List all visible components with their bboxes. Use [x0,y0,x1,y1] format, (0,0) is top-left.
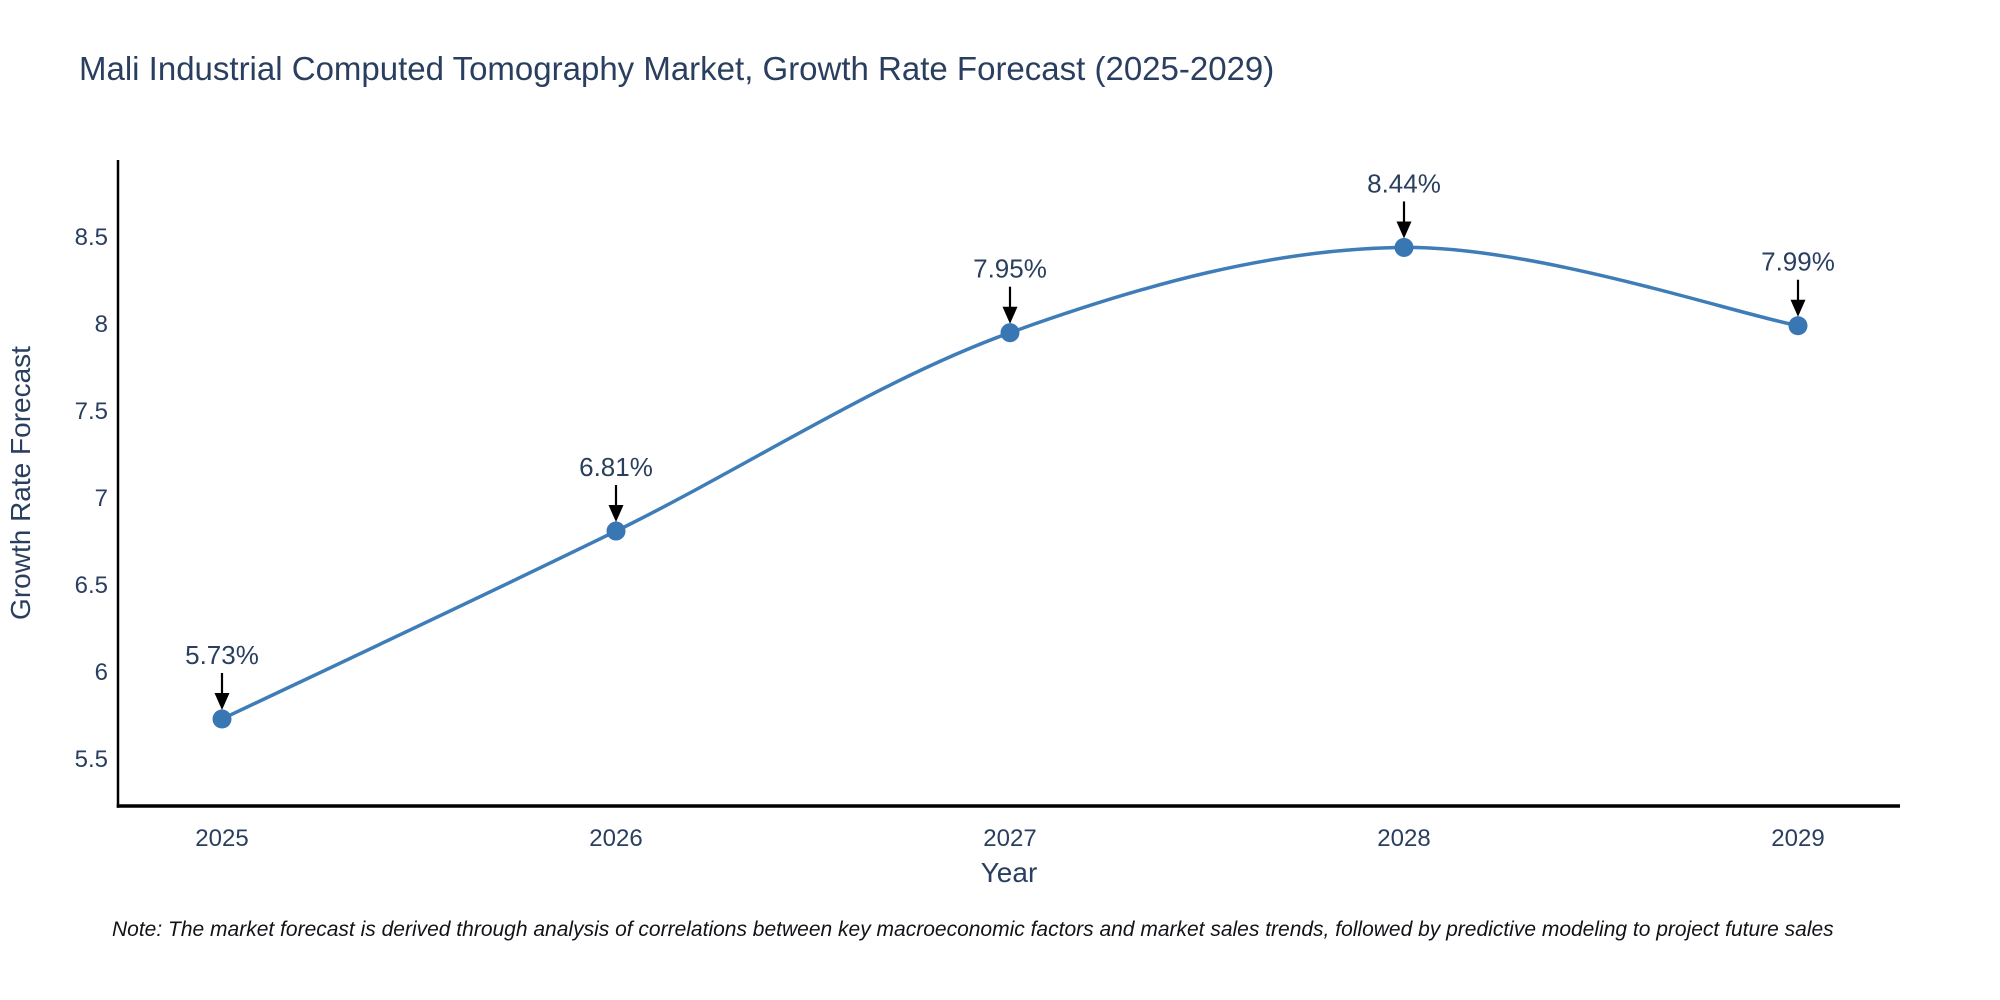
chart-title: Mali Industrial Computed Tomography Mark… [79,50,1275,87]
data-point-marker[interactable] [212,709,232,729]
annotation-arrowhead [1396,221,1412,239]
data-point-label: 7.95% [973,254,1047,284]
data-point-label: 8.44% [1367,168,1441,198]
annotation-arrowhead [608,505,624,523]
annotation-arrowhead [1790,299,1806,317]
y-tick-label: 6.5 [75,572,108,599]
data-point-marker[interactable] [1000,323,1020,343]
x-tick-label: 2027 [983,825,1036,852]
y-tick-label: 8 [95,311,108,338]
y-tick-label: 7 [95,485,108,512]
x-tick-label: 2025 [195,825,248,852]
data-point-label: 5.73% [185,640,259,670]
x-tick-label: 2028 [1377,825,1430,852]
data-point-label: 7.99% [1761,247,1835,277]
x-tick-label: 2029 [1771,825,1824,852]
x-axis-title: Year [981,857,1038,888]
y-tick-label: 5.5 [75,746,108,773]
y-tick-label: 8.5 [75,224,108,251]
y-tick-label: 7.5 [75,398,108,425]
x-tick-label: 2026 [589,825,642,852]
data-point-marker[interactable] [1394,237,1414,257]
y-axis-title: Growth Rate Forecast [5,346,36,620]
annotation-arrowhead [214,692,230,710]
y-tick-label: 6 [95,659,108,686]
annotation-arrowhead [1002,306,1018,324]
data-point-label: 6.81% [579,452,653,482]
data-point-marker[interactable] [1788,316,1808,336]
chart-footnote: Note: The market forecast is derived thr… [112,918,1834,941]
data-point-marker[interactable] [606,521,626,541]
